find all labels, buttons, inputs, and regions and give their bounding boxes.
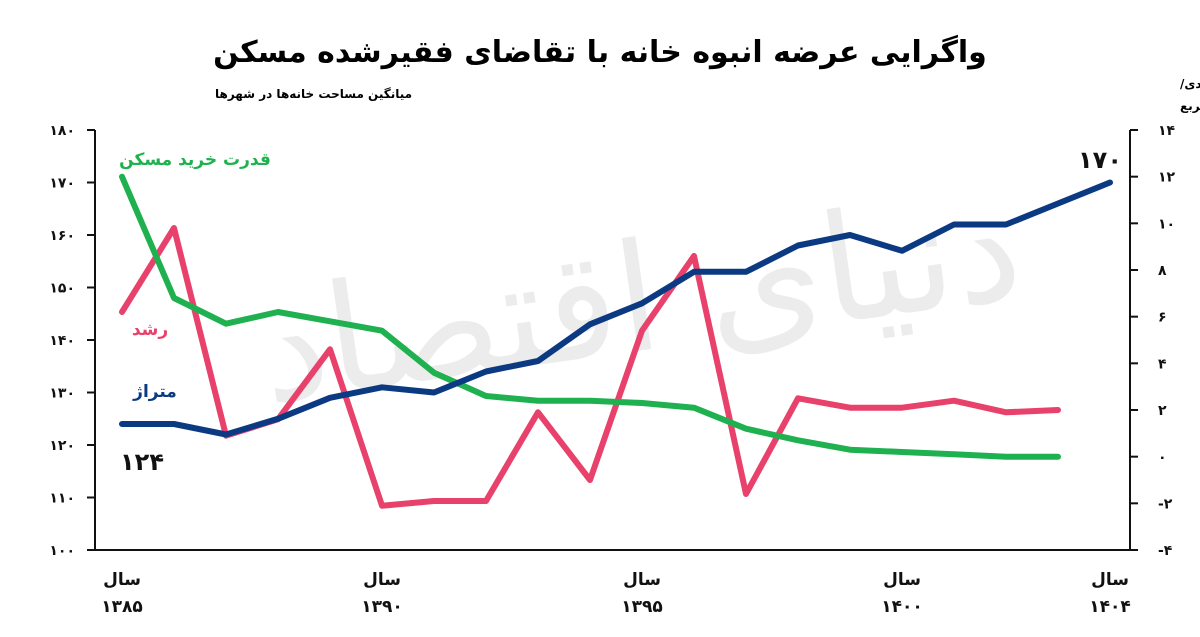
- left-tick-label: ۱۶۰: [49, 228, 75, 244]
- right-tick-label: -۴: [1158, 543, 1173, 559]
- left-tick-label: ۱۰۰: [49, 543, 75, 559]
- left-tick-label: ۱۱۰: [49, 491, 75, 507]
- series-end-value-label: ۱۷۰: [1078, 146, 1122, 174]
- right-axis-label-line1: نرخ رشد اقتصادی/: [1180, 77, 1200, 91]
- x-tick-label-word: سال: [883, 570, 921, 590]
- left-axis-label: میانگین مساحت خانه‌ها در شهرها: [215, 87, 412, 101]
- x-tick-label-word: سال: [103, 570, 141, 590]
- left-tick-label: ۱۳۰: [49, 386, 75, 402]
- series-name-label: رشد: [132, 320, 168, 340]
- right-tick-label: ۱۲: [1158, 170, 1176, 186]
- series-name-label: متراژ: [132, 382, 177, 402]
- x-tick-label-word: سال: [1091, 570, 1129, 590]
- x-tick-label-year: ۱۴۰۴: [1089, 597, 1131, 617]
- right-tick-label: ۲: [1158, 403, 1167, 419]
- right-axis-label-line2: قدرت خرید ۱۰ میلیون تومان در بازار مسکن …: [1180, 99, 1200, 114]
- right-tick-label: ۱۴: [1158, 123, 1176, 139]
- series-name-label: قدرت خرید مسکن: [119, 150, 271, 170]
- chart-title: واگرایی عرضه انبوه خانه با تقاضای فقیرشد…: [213, 34, 987, 70]
- right-tick-label: ۱۰: [1158, 216, 1175, 232]
- x-tick-label-year: ۱۳۸۵: [101, 597, 143, 617]
- x-tick-label-word: سال: [363, 570, 401, 590]
- series-line: [119, 179, 1113, 438]
- left-tick-label: ۱۷۰: [49, 176, 75, 192]
- right-tick-label: ۸: [1158, 263, 1167, 279]
- x-tick-label-year: ۱۳۹۵: [621, 597, 663, 617]
- right-tick-label: -۲: [1158, 496, 1173, 512]
- series-start-value-label: ۱۲۴: [120, 448, 164, 476]
- x-tick-label-year: ۱۳۹۰: [361, 597, 403, 617]
- series-line: [119, 173, 1061, 460]
- right-tick-label: ۴: [1158, 356, 1167, 372]
- x-tick-label-year: ۱۴۰۰: [881, 597, 923, 617]
- watermark-text: دنیای اقتصاد: [249, 160, 1032, 439]
- right-tick-label: ۰: [1158, 450, 1167, 466]
- left-tick-label: ۱۴۰: [49, 333, 75, 349]
- left-tick-label: ۱۲۰: [49, 438, 75, 454]
- left-tick-label: ۱۸۰: [49, 123, 75, 139]
- left-tick-label: ۱۵۰: [49, 281, 75, 297]
- x-tick-label-word: سال: [623, 570, 661, 590]
- right-tick-label: ۶: [1158, 310, 1167, 326]
